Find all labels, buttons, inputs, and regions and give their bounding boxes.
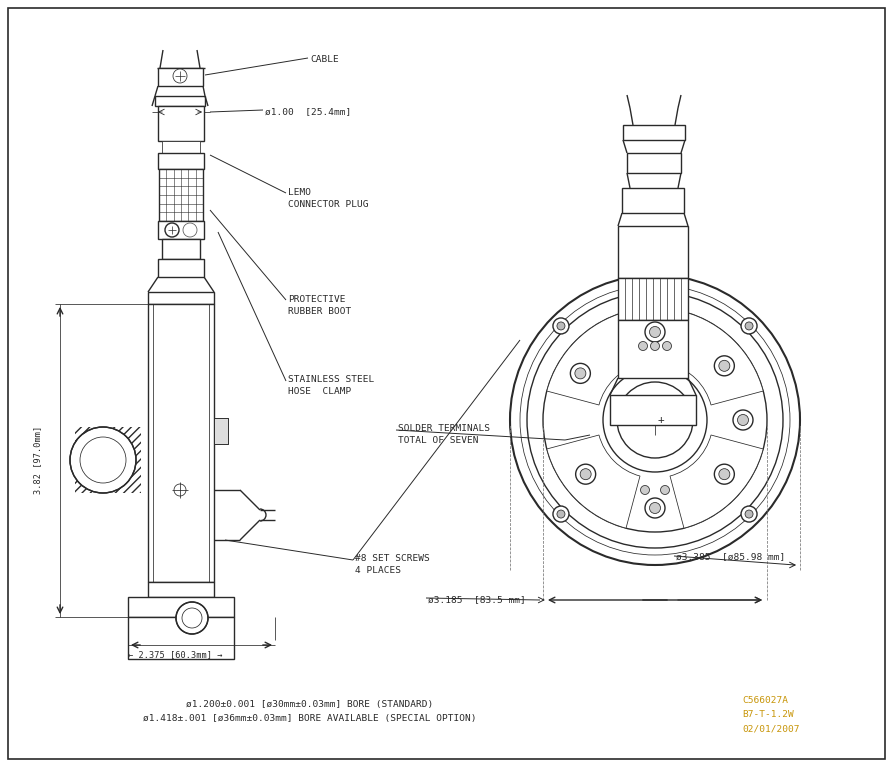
Bar (158, 68, 203, 86)
Text: B7-T-1.2W: B7-T-1.2W (742, 710, 794, 719)
Circle shape (617, 382, 693, 458)
Text: LEMO: LEMO (288, 188, 311, 197)
Circle shape (733, 410, 753, 430)
Wedge shape (547, 312, 640, 405)
Bar (215, 419, 227, 443)
Circle shape (714, 356, 734, 376)
Circle shape (575, 368, 586, 379)
Circle shape (176, 602, 208, 634)
Circle shape (70, 427, 136, 493)
Circle shape (543, 308, 767, 532)
Text: ø1.00  [25.4mm]: ø1.00 [25.4mm] (265, 107, 351, 116)
Bar (155, 96, 205, 106)
Circle shape (80, 437, 126, 483)
Circle shape (741, 318, 757, 334)
Circle shape (165, 223, 179, 237)
Circle shape (553, 318, 569, 334)
Text: C566027A: C566027A (742, 696, 788, 705)
Bar (148, 292, 214, 304)
Bar (214, 418, 228, 444)
Bar (162, 141, 200, 153)
Circle shape (640, 486, 649, 495)
Text: 3.82 [97.0mm]: 3.82 [97.0mm] (34, 426, 43, 494)
Circle shape (557, 510, 565, 518)
Circle shape (645, 498, 665, 518)
Text: 02/01/2007: 02/01/2007 (742, 724, 799, 733)
Text: ø3.185  [83.5 mm]: ø3.185 [83.5 mm] (428, 595, 526, 604)
Bar (162, 239, 200, 259)
Circle shape (714, 464, 734, 484)
Text: 4 PLACES: 4 PLACES (355, 566, 401, 575)
Circle shape (603, 368, 707, 472)
Circle shape (645, 322, 665, 342)
Text: ← 2.375 [60.3mm] →: ← 2.375 [60.3mm] → (128, 650, 222, 659)
Circle shape (661, 486, 670, 495)
Bar (618, 320, 688, 378)
Wedge shape (670, 312, 764, 405)
Bar (158, 153, 204, 169)
Circle shape (745, 322, 753, 330)
Circle shape (741, 506, 757, 522)
Bar (610, 395, 696, 425)
Text: #8 SET SCREWS: #8 SET SCREWS (355, 554, 430, 563)
Wedge shape (670, 435, 764, 528)
Circle shape (571, 364, 590, 384)
Bar (158, 259, 204, 277)
Circle shape (510, 275, 800, 565)
Circle shape (527, 292, 783, 548)
Circle shape (576, 464, 596, 484)
Circle shape (173, 69, 187, 83)
Bar (623, 125, 685, 140)
Bar (622, 188, 684, 213)
Text: +: + (658, 415, 664, 425)
Circle shape (738, 414, 748, 426)
Bar (159, 169, 203, 221)
Circle shape (580, 469, 591, 479)
Bar (158, 221, 204, 239)
Bar (618, 278, 688, 320)
Text: ø1.200±0.001 [ø30mm±0.03mm] BORE (STANDARD): ø1.200±0.001 [ø30mm±0.03mm] BORE (STANDA… (187, 700, 434, 709)
Circle shape (557, 322, 565, 330)
Circle shape (649, 327, 661, 337)
Circle shape (650, 341, 660, 351)
Circle shape (745, 510, 753, 518)
Bar (627, 153, 681, 173)
Bar (148, 304, 214, 582)
Circle shape (649, 502, 661, 513)
Circle shape (183, 223, 197, 237)
Wedge shape (547, 435, 640, 528)
Circle shape (638, 341, 647, 351)
Circle shape (553, 506, 569, 522)
Circle shape (520, 285, 790, 555)
Bar (158, 106, 204, 141)
Bar (128, 617, 234, 659)
Bar (214, 418, 228, 444)
Bar (128, 597, 234, 617)
Bar (176, 602, 208, 634)
Text: STAINLESS STEEL: STAINLESS STEEL (288, 375, 374, 384)
Bar (75, 427, 141, 493)
Bar (618, 226, 688, 278)
Text: CABLE: CABLE (310, 55, 338, 64)
Circle shape (182, 608, 202, 628)
Circle shape (719, 469, 730, 479)
Text: PROTECTIVE: PROTECTIVE (288, 295, 346, 304)
Text: ø3.385  [ø85.98 mm]: ø3.385 [ø85.98 mm] (676, 552, 785, 561)
Text: HOSE  CLAMP: HOSE CLAMP (288, 387, 351, 396)
Circle shape (663, 341, 672, 351)
Circle shape (719, 360, 730, 371)
Text: CONNECTOR PLUG: CONNECTOR PLUG (288, 200, 369, 209)
Text: ø1.418±.001 [ø36mm±0.03mm] BORE AVAILABLE (SPECIAL OPTION): ø1.418±.001 [ø36mm±0.03mm] BORE AVAILABL… (143, 714, 477, 723)
Text: RUBBER BOOT: RUBBER BOOT (288, 307, 351, 316)
Text: SOLDER TERMINALS: SOLDER TERMINALS (398, 424, 490, 433)
Text: TOTAL OF SEVEN: TOTAL OF SEVEN (398, 436, 479, 445)
Bar (148, 582, 214, 597)
